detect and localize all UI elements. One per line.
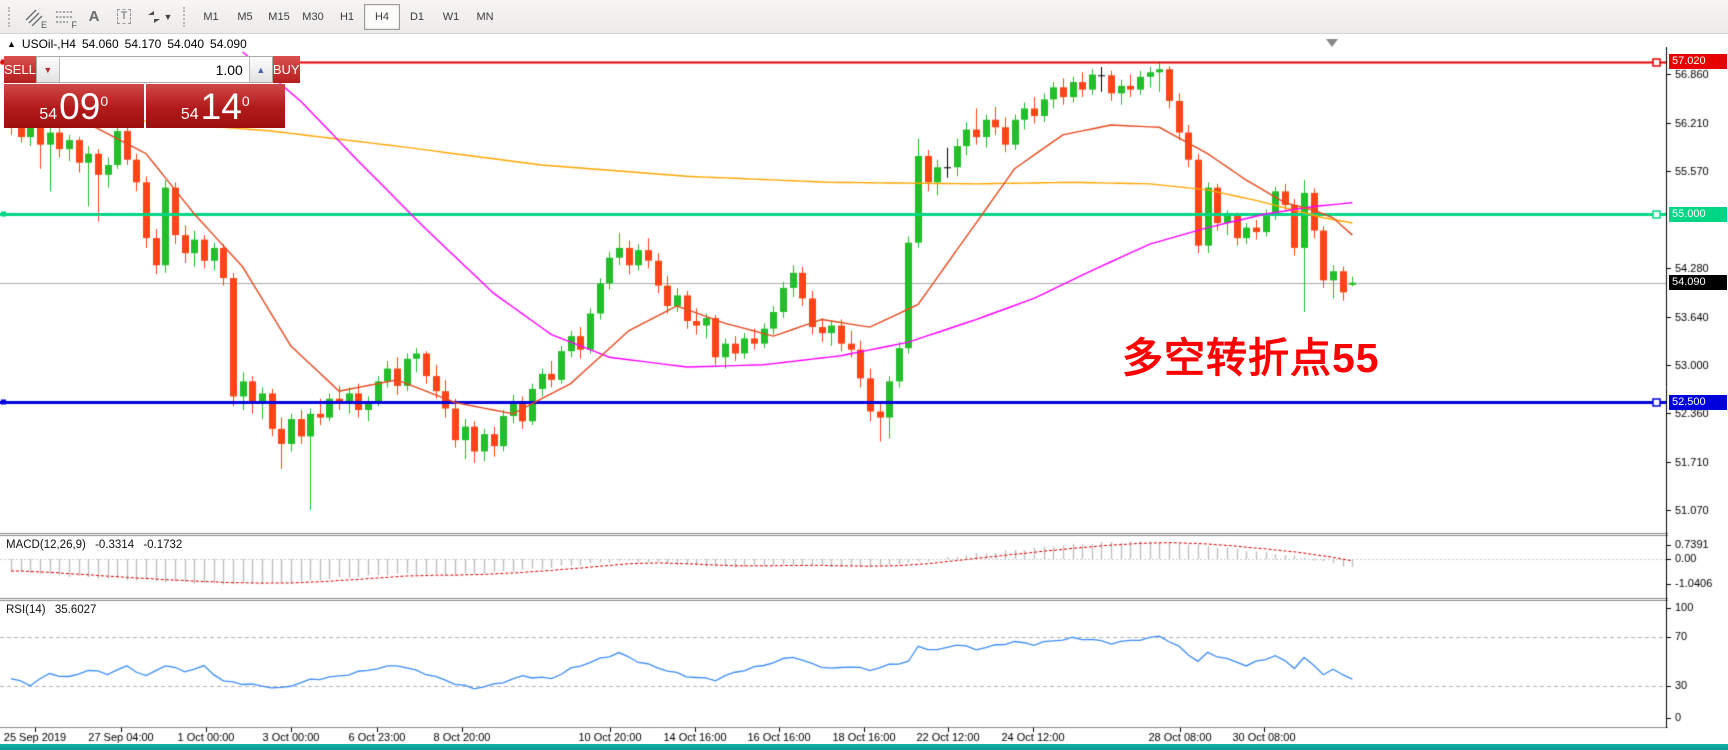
toolbar-gripper[interactable] [8, 6, 15, 27]
text-label-icon[interactable]: T [109, 4, 139, 30]
resistance-price-badge: 57.020 [1669, 54, 1727, 70]
toolbar: E F A T ▼ M1 M5 M15 M30 H1 H4 D1 W1 MN [0, 0, 1728, 34]
rsi-value: 35.6027 [54, 604, 97, 616]
arrows-icon[interactable]: ▼ [139, 4, 179, 30]
last-price-badge: 54.090 [1669, 275, 1727, 291]
buy-price-box[interactable]: 54 14 0 [145, 84, 285, 128]
chevron-down-icon: ▼ [163, 11, 173, 22]
sell-button[interactable]: SELL [4, 56, 36, 83]
chart-annotation: 多空转折点55 [1122, 335, 1380, 381]
buy-price-small: 54 [180, 106, 199, 123]
macd-header: MACD(12,26,9) -0.3314 -0.1732 [6, 539, 188, 551]
timeframe-m30[interactable]: M30 [302, 10, 324, 23]
buy-price-big: 14 [200, 86, 242, 127]
symbol-collapse-icon[interactable]: ▲ [7, 39, 16, 49]
timeframe-m15[interactable]: M15 [268, 10, 290, 23]
sell-price-box[interactable]: 54 09 0 [4, 84, 144, 128]
sell-price-small: 54 [39, 106, 58, 123]
text-icon[interactable]: A [88, 8, 100, 25]
volume-decrease-icon[interactable]: ▼ [36, 57, 60, 82]
pivot-price-badge: 55.000 [1669, 206, 1727, 222]
macd-value: -0.3314 [95, 539, 135, 551]
timeframe-h1[interactable]: H1 [339, 10, 355, 23]
ohlc-low: 54.040 [167, 37, 205, 51]
ohlc-open: 54.060 [81, 37, 119, 51]
buy-button[interactable]: BUY [272, 56, 300, 83]
macd-label: MACD(12,26,9) [6, 539, 86, 551]
sell-price-sup: 0 [100, 93, 109, 109]
rsi-label: RSI(14) [6, 604, 46, 616]
macd-signal-value: -0.1732 [143, 539, 183, 551]
timeframe-d1[interactable]: D1 [409, 10, 425, 23]
equidistant-channel-icon[interactable]: E [19, 4, 49, 30]
timeframe-m5[interactable]: M5 [237, 10, 253, 23]
timeframe-w1[interactable]: W1 [442, 10, 460, 23]
timeframe-h4[interactable]: H4 [364, 3, 400, 30]
toolbar-gripper-2[interactable] [183, 6, 190, 27]
timeframe-mn[interactable]: MN [476, 10, 494, 23]
symbol-period-label: USOil-,H4 [21, 37, 76, 51]
rsi-header: RSI(14) 35.6027 [6, 604, 102, 616]
chart-ohlc-header: ▲ USOil-,H4 54.060 54.170 54.040 54.090 [7, 37, 247, 51]
ohlc-close: 54.090 [210, 37, 247, 51]
volume-stepper: ▼ ▲ [35, 56, 273, 83]
sell-price-big: 09 [59, 86, 101, 127]
volume-increase-icon[interactable]: ▲ [248, 57, 272, 82]
bottom-status-strip [0, 744, 1728, 750]
volume-input[interactable] [59, 57, 249, 82]
timeframe-m1[interactable]: M1 [203, 10, 219, 23]
fibonacci-icon[interactable]: F [56, 10, 77, 30]
buy-price-sup: 0 [241, 93, 250, 109]
support-price-badge: 52.500 [1669, 394, 1727, 410]
ohlc-high: 54.170 [124, 37, 162, 51]
trade-panel: SELL ▼ ▲ BUY 54 09 0 54 14 0 [4, 56, 300, 128]
